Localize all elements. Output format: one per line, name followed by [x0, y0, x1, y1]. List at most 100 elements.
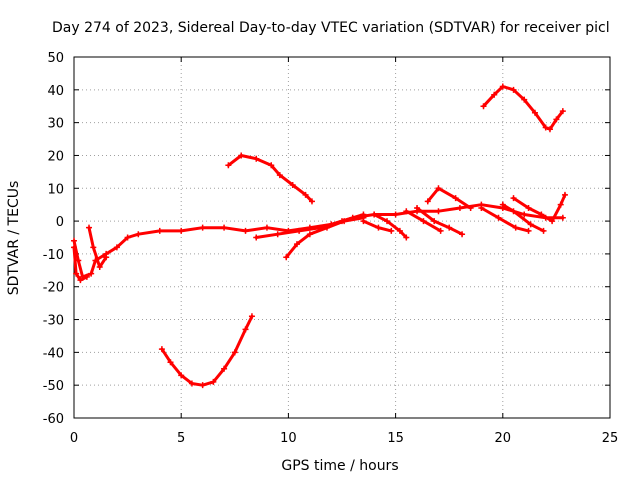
y-tick-label: 10 — [47, 182, 64, 197]
trace-low-rise — [284, 216, 365, 259]
data-point — [435, 208, 442, 215]
data-point — [459, 231, 466, 238]
y-tick-label: 20 — [47, 149, 64, 164]
data-point — [561, 191, 568, 198]
data-point — [437, 227, 444, 234]
y-axis-label: SDTVAR / TECUs — [6, 181, 22, 296]
data-point — [274, 231, 281, 238]
data-point — [538, 211, 545, 218]
data-point — [199, 382, 206, 389]
data-point — [499, 83, 506, 90]
y-tick-label: 30 — [47, 117, 64, 132]
data-point — [540, 227, 547, 234]
x-tick-label: 10 — [280, 431, 297, 446]
data-point — [283, 254, 290, 261]
trace-mid-low — [254, 213, 365, 239]
trace-low-curve — [160, 314, 254, 387]
data-point — [456, 204, 463, 211]
x-tick-label: 5 — [177, 431, 185, 446]
data-point — [339, 218, 345, 225]
data-point — [360, 211, 367, 218]
data-point — [546, 126, 553, 133]
data-point — [296, 227, 303, 234]
data-point — [83, 273, 90, 280]
data-point — [403, 208, 410, 215]
trace-mid-arc — [226, 154, 314, 203]
data-point — [73, 270, 80, 277]
y-tick-label: -10 — [43, 248, 64, 263]
data-point — [420, 218, 427, 225]
data-point — [527, 221, 534, 228]
data-point — [521, 211, 528, 218]
chart-title: Day 274 of 2023, Sidereal Day-to-day VTE… — [52, 20, 610, 36]
data-point — [178, 227, 185, 234]
data-point — [499, 201, 506, 208]
data-point — [86, 224, 93, 231]
data-point — [525, 204, 532, 211]
data-point — [276, 172, 283, 179]
data-point — [231, 349, 238, 356]
data-point — [302, 191, 309, 198]
data-point — [431, 218, 438, 225]
x-axis-label: GPS time / hours — [281, 458, 398, 474]
data-point — [559, 214, 566, 221]
data-point — [268, 162, 275, 169]
data-point — [388, 227, 395, 234]
data-point — [308, 198, 315, 205]
trace-d6 — [479, 206, 530, 233]
data-point — [210, 378, 217, 385]
data-point — [480, 103, 487, 110]
data-point — [403, 234, 410, 241]
data-point — [96, 264, 103, 271]
y-tick-label: 0 — [56, 215, 64, 230]
data-point — [360, 218, 367, 225]
data-point — [124, 234, 131, 241]
data-point — [242, 326, 249, 333]
data-point — [396, 227, 403, 234]
data-point — [71, 237, 77, 244]
data-point — [512, 224, 519, 231]
data-point — [510, 195, 517, 202]
data-point — [178, 372, 185, 379]
x-tick-label: 15 — [387, 431, 404, 446]
data-point — [525, 227, 532, 234]
data-point — [531, 109, 538, 116]
data-point — [225, 162, 232, 169]
trace-d1 — [372, 213, 408, 239]
x-tick-label: 0 — [70, 431, 78, 446]
y-tick-label: -20 — [43, 281, 64, 296]
data-point — [90, 244, 97, 251]
data-point — [77, 277, 84, 284]
data-point — [392, 211, 399, 218]
grid-lines — [74, 57, 610, 418]
data-series — [71, 83, 568, 389]
data-point — [188, 380, 195, 387]
data-point — [542, 124, 549, 131]
y-tick-label: -60 — [43, 412, 64, 427]
data-point — [553, 116, 560, 123]
trace-spike-mid — [426, 186, 473, 210]
data-point — [557, 201, 564, 208]
data-point — [88, 270, 95, 277]
data-point — [384, 218, 391, 225]
y-tick-label: -40 — [43, 346, 64, 361]
y-tick-label: 40 — [47, 84, 64, 99]
data-point — [306, 231, 313, 238]
data-point — [452, 195, 459, 202]
data-point — [478, 204, 485, 211]
trace-drop-left — [72, 245, 89, 282]
data-point — [435, 185, 442, 192]
data-point — [549, 218, 556, 225]
data-point — [293, 241, 300, 248]
data-point — [289, 181, 296, 188]
data-point — [103, 254, 110, 261]
data-point — [238, 152, 245, 159]
data-point — [521, 96, 528, 103]
data-point — [156, 227, 163, 234]
data-point — [446, 224, 453, 231]
x-tick-label: 25 — [602, 431, 619, 446]
data-point — [253, 234, 260, 241]
data-point — [317, 224, 324, 231]
trace-main — [72, 203, 565, 279]
